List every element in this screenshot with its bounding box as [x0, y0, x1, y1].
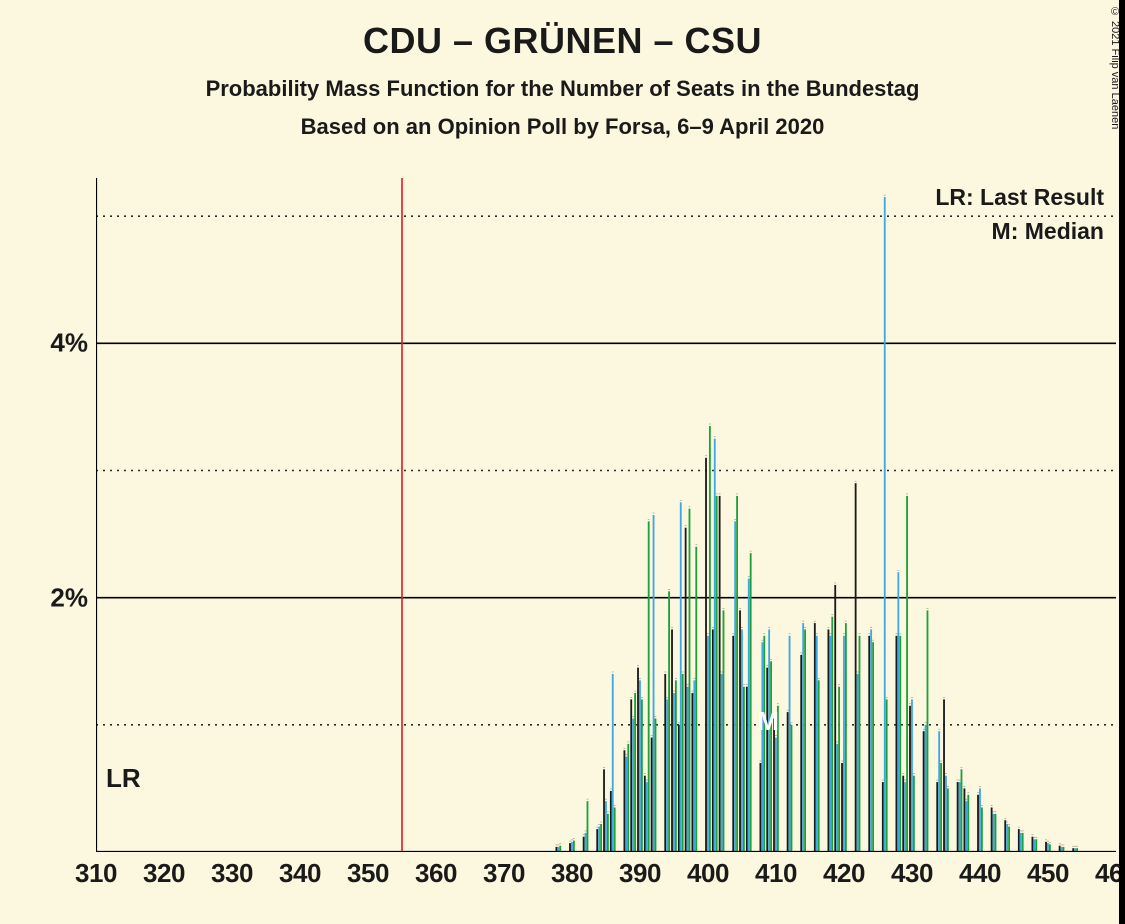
- x-tick-label: 380: [551, 858, 593, 889]
- x-tick-label: 440: [959, 858, 1001, 889]
- plot-area: 2% 4% LR: Last Result M: Median LR M: [96, 178, 1116, 852]
- x-tick-label: 320: [143, 858, 185, 889]
- chart-subtitle: Probability Mass Function for the Number…: [0, 76, 1125, 102]
- x-tick-label: 350: [347, 858, 389, 889]
- median-marker: M: [757, 706, 779, 737]
- legend-last-result: LR: Last Result: [935, 184, 1104, 211]
- last-result-marker: LR: [106, 763, 141, 794]
- x-tick-label: 420: [823, 858, 865, 889]
- x-tick-label: 340: [279, 858, 321, 889]
- x-tick-label: 430: [891, 858, 933, 889]
- x-tick-label: 370: [483, 858, 525, 889]
- x-tick-label: 390: [619, 858, 661, 889]
- x-tick-label: 400: [687, 858, 729, 889]
- chart-subtitle2: Based on an Opinion Poll by Forsa, 6–9 A…: [0, 114, 1125, 140]
- legend-median: M: Median: [992, 218, 1104, 245]
- title-block: CDU – GRÜNEN – CSU Probability Mass Func…: [0, 0, 1125, 140]
- plot-svg: [96, 178, 1116, 852]
- y-axis-label: 2%: [50, 582, 88, 613]
- x-tick-label: 310: [75, 858, 117, 889]
- chart-title: CDU – GRÜNEN – CSU: [0, 20, 1125, 62]
- x-tick-label: 330: [211, 858, 253, 889]
- x-axis-ticks: 3103203303403503603703803904004104204304…: [96, 858, 1116, 898]
- x-tick-label: 410: [755, 858, 797, 889]
- chart-container: CDU – GRÜNEN – CSU Probability Mass Func…: [0, 0, 1125, 924]
- y-axis-label: 4%: [50, 328, 88, 359]
- x-tick-label: 450: [1027, 858, 1069, 889]
- right-border: [1119, 0, 1125, 924]
- x-tick-label: 360: [415, 858, 457, 889]
